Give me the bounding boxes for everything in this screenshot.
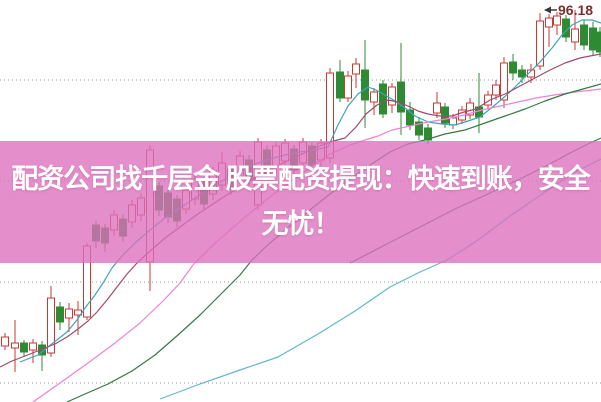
candle bbox=[571, 28, 579, 43]
candle bbox=[527, 69, 535, 78]
candle bbox=[596, 31, 601, 53]
candle bbox=[65, 308, 73, 319]
candle bbox=[415, 121, 423, 136]
candle bbox=[20, 342, 28, 353]
candle bbox=[47, 297, 55, 354]
candle bbox=[29, 342, 37, 351]
candle bbox=[406, 109, 414, 126]
candle bbox=[553, 15, 561, 26]
candle bbox=[466, 102, 474, 116]
candle bbox=[589, 27, 597, 51]
candle bbox=[56, 306, 64, 323]
candle bbox=[336, 71, 344, 99]
left-arrow-icon bbox=[544, 6, 551, 14]
candle bbox=[388, 86, 396, 106]
candle bbox=[424, 127, 432, 141]
price-label: 96.18 bbox=[558, 2, 593, 18]
candle bbox=[11, 342, 19, 349]
candle bbox=[500, 62, 508, 101]
candle bbox=[370, 91, 378, 103]
candle bbox=[518, 69, 526, 78]
candle bbox=[397, 81, 405, 113]
candle bbox=[492, 84, 500, 96]
candle bbox=[433, 102, 441, 114]
promo-banner[interactable]: 配资公司找千层金 股票配资提现：快速到账，安全 无忧！ bbox=[0, 141, 601, 263]
candle bbox=[449, 117, 457, 126]
price-marker: 96.18 bbox=[544, 2, 593, 18]
candle bbox=[545, 17, 553, 28]
promo-text-line2: 无忧！ bbox=[261, 209, 341, 239]
candle bbox=[441, 106, 449, 124]
candle bbox=[344, 75, 352, 99]
promo-text-line1: 配资公司找千层金 股票配资提现：快速到账，安全 bbox=[11, 164, 591, 194]
candle bbox=[509, 61, 517, 74]
candle bbox=[1, 336, 9, 347]
candle bbox=[361, 69, 369, 101]
candle bbox=[352, 63, 360, 75]
candle bbox=[536, 20, 544, 67]
candle bbox=[379, 83, 387, 115]
candle bbox=[580, 24, 588, 46]
